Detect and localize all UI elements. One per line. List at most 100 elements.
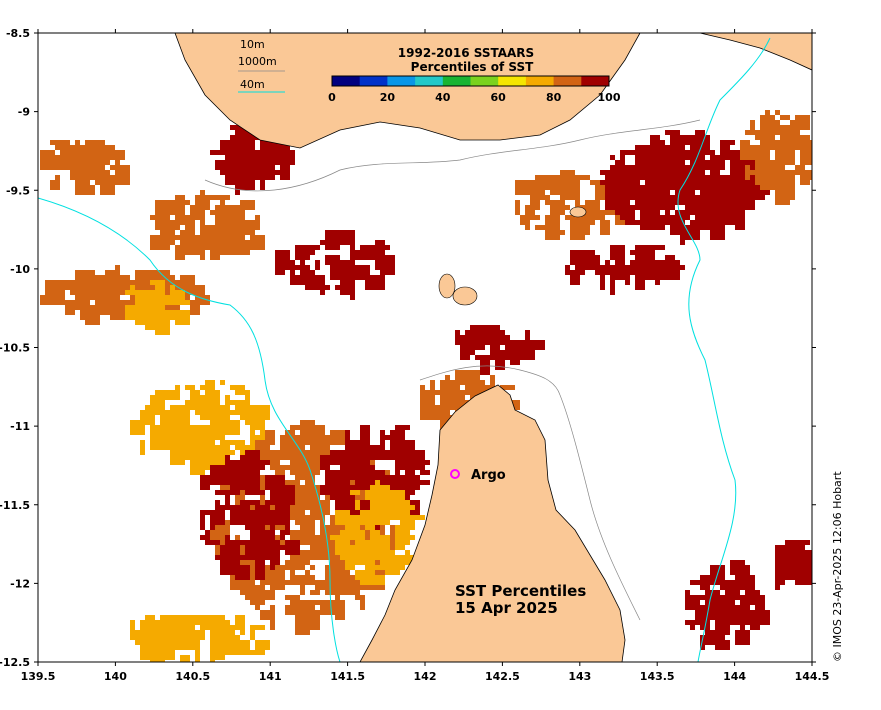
sst-cell: [280, 435, 295, 440]
sst-cell: [775, 180, 780, 185]
sst-cell: [440, 395, 455, 410]
sst-cell: [155, 225, 170, 230]
sst-cell: [265, 460, 270, 465]
sst-cell: [685, 595, 700, 600]
sst-cell: [185, 425, 190, 435]
sst-cell: [675, 130, 680, 145]
sst-cell: [675, 185, 680, 200]
sst-cell: [300, 495, 305, 505]
sst-cell: [195, 400, 200, 415]
sst-cell: [655, 160, 670, 170]
sst-cell: [755, 145, 770, 160]
sst-cell: [565, 190, 580, 200]
sst-cell: [695, 130, 705, 145]
sst-cell: [260, 610, 275, 620]
sst-cell: [205, 510, 215, 515]
sst-cell: [125, 275, 130, 290]
sst-cell: [190, 445, 195, 460]
sst-cell: [210, 630, 220, 645]
sst-cell: [240, 555, 245, 560]
sst-cell: [305, 570, 310, 585]
sst-cell: [700, 635, 715, 645]
sst-cell: [725, 615, 730, 620]
sst-cell: [185, 225, 195, 230]
sst-cell: [740, 625, 745, 635]
sst-cell: [705, 175, 720, 180]
x-axis: 139.5 140 140.5 141 141.5 142 142.5 143 143.5 144…: [21, 29, 829, 683]
sst-cell: [530, 200, 535, 210]
sst-cell: [360, 425, 370, 435]
sst-cell: [305, 465, 310, 470]
sst-cell: [220, 195, 225, 205]
sst-cell: [285, 445, 300, 460]
sst-cell: [620, 150, 625, 160]
sst-cell: [400, 515, 405, 525]
sst-cell: [320, 460, 325, 470]
sst-cell: [150, 215, 165, 220]
sst-cell: [300, 440, 305, 455]
sst-cell: [50, 140, 65, 145]
sst-cell: [225, 565, 240, 570]
sst-cell: [265, 175, 275, 180]
sst-cell: [250, 425, 255, 435]
sst-cell: [235, 130, 250, 135]
sst-cell: [260, 150, 265, 155]
sst-cell: [745, 130, 760, 135]
sst-cell: [230, 560, 240, 565]
sst-cell: [370, 530, 375, 535]
sst-cell: [250, 170, 260, 175]
sst-cell: [175, 280, 180, 290]
sst-cell: [260, 170, 270, 175]
sst-cell: [490, 340, 495, 345]
sst-cell: [155, 390, 170, 400]
sst-cell: [310, 430, 320, 435]
sst-cell: [535, 225, 545, 230]
sst-cell: [630, 170, 640, 175]
sst-cell: [130, 285, 135, 290]
sst-cell: [70, 285, 75, 295]
sst-cell: [175, 385, 180, 400]
sst-cell: [210, 470, 220, 475]
sst-cell: [710, 630, 720, 635]
sst-cell: [360, 480, 370, 485]
sst-cell: [595, 265, 610, 275]
sst-cell: [645, 145, 655, 150]
sst-cell: [375, 520, 380, 535]
sst-cell: [500, 385, 515, 390]
colorbar-swatch: [387, 76, 416, 86]
sst-cell: [395, 430, 405, 440]
sst-cell: [405, 505, 415, 510]
sst-cell: [690, 220, 695, 225]
sst-cell: [605, 190, 620, 205]
sst-cell: [140, 645, 150, 660]
sst-cell: [405, 530, 410, 535]
sst-cell: [285, 520, 290, 535]
sst-cell: [300, 525, 305, 530]
sst-cell: [235, 160, 250, 165]
sst-cell: [325, 230, 340, 240]
sst-cell: [695, 220, 705, 230]
sst-cell: [60, 155, 75, 170]
sst-cell: [440, 415, 445, 430]
sst-cell: [360, 445, 375, 455]
legend-10m: 10m: [240, 38, 265, 51]
sst-cell: [75, 270, 80, 280]
y-tick-label: -11: [10, 420, 30, 433]
sst-cell: [155, 320, 170, 335]
sst-cell: [430, 390, 440, 395]
sst-cell: [710, 225, 725, 240]
sst-cell: [210, 645, 225, 655]
sst-cell: [685, 600, 695, 610]
sst-cell: [225, 495, 230, 510]
sst-cell: [90, 305, 100, 320]
sst-cell: [245, 510, 255, 525]
x-tick-label: 140: [104, 670, 127, 683]
sst-cell: [195, 195, 210, 210]
sst-cell: [295, 275, 300, 285]
sst-cell: [335, 475, 345, 480]
sst-cell: [300, 550, 315, 560]
sst-cell: [290, 425, 295, 440]
sst-cell: [415, 480, 430, 485]
sst-cell: [280, 465, 295, 470]
sst-cell: [250, 455, 260, 470]
